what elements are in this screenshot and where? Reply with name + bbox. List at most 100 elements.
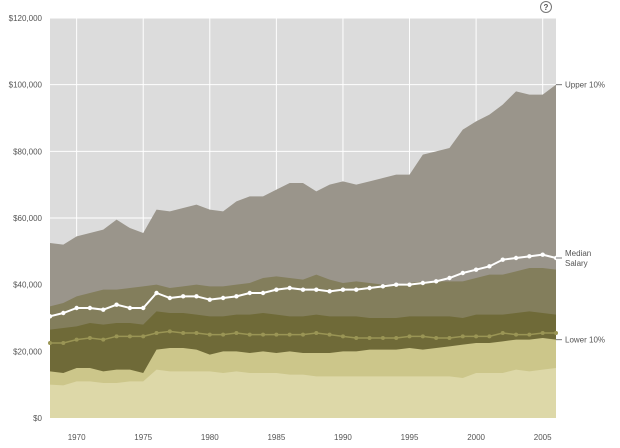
mean-trend-point [487, 334, 492, 339]
y-tick-label: $80,000 [13, 147, 42, 156]
mean-trend-point [154, 331, 159, 335]
mean-trend-point [327, 332, 332, 337]
y-axis: $0 $20,000 $40,000 $60,000 $80,000 $100,000 $1… [9, 14, 43, 423]
mean-trend-point [101, 337, 106, 342]
series-lines [47, 252, 559, 345]
median-point [380, 284, 386, 289]
mean-trend-point [367, 336, 372, 340]
mean-trend-point [500, 331, 505, 335]
mean-trend-point [447, 336, 452, 340]
mean-trend-point [181, 331, 186, 335]
median-point [300, 287, 306, 292]
median-point [527, 254, 532, 259]
median-point [447, 275, 452, 281]
median-point [194, 294, 199, 299]
x-tick-label: 1995 [401, 433, 419, 442]
mean-trend-point [474, 334, 479, 339]
median-point [167, 295, 173, 301]
median-point [340, 287, 346, 292]
mean-trend-point [540, 331, 545, 335]
series-label: Lower 10% [565, 336, 605, 345]
median-point [47, 314, 53, 319]
x-tick-label: 2005 [534, 433, 552, 442]
mean-trend-point [340, 334, 345, 339]
median-point [180, 294, 186, 299]
median-point [433, 279, 439, 284]
median-point [354, 287, 359, 292]
mean-trend-point [301, 332, 305, 337]
median-point [407, 282, 412, 287]
mean-trend-point [434, 336, 439, 340]
median-point [367, 285, 372, 291]
mean-trend-point [380, 336, 385, 340]
x-tick-label: 1985 [267, 433, 285, 442]
help-button[interactable]: ? [540, 1, 552, 13]
median-point [473, 267, 479, 272]
mean-trend-point [527, 332, 532, 337]
x-tick-label: 1990 [334, 433, 352, 442]
median-point [247, 290, 252, 296]
y-tick-label: $120,000 [9, 14, 43, 23]
x-axis: 1970 1975 1980 1985 1990 1995 2000 2005 [68, 433, 552, 442]
median-point [114, 302, 119, 307]
median-point [540, 252, 545, 257]
mean-trend-point [554, 331, 558, 335]
y-tick-label: $60,000 [13, 214, 42, 223]
y-tick-label: $40,000 [13, 281, 42, 290]
median-point [220, 295, 226, 301]
mean-trend-point [314, 331, 319, 335]
series-label: Median [565, 249, 591, 258]
median-point [207, 297, 212, 302]
mean-trend-point [74, 337, 79, 342]
median-point [500, 257, 505, 262]
band-4 [50, 368, 556, 418]
mean-trend-point [354, 336, 359, 340]
median-point [154, 290, 159, 296]
median-point [274, 287, 279, 292]
help-glyph: ? [544, 3, 549, 12]
mean-trend-point [61, 341, 66, 345]
median-point [420, 280, 426, 286]
median-point [127, 305, 133, 311]
mean-trend-point [127, 334, 132, 339]
median-point [61, 310, 66, 316]
median-point [327, 289, 332, 294]
mean-trend-point [48, 341, 52, 345]
mean-trend-point [141, 334, 146, 339]
median-point [234, 294, 239, 299]
median-point [394, 282, 399, 287]
mean-trend-point [407, 334, 412, 339]
median-point [141, 305, 146, 311]
mean-trend-point [167, 329, 172, 334]
mean-trend-point [114, 334, 119, 339]
x-tick-label: 1980 [201, 433, 219, 442]
mean-trend-point [194, 331, 199, 335]
mean-trend-point [247, 332, 252, 337]
y-tick-label: $100,000 [9, 81, 43, 90]
x-tick-label: 1970 [68, 433, 86, 442]
mean-trend-point [274, 332, 279, 337]
mean-trend-point [287, 332, 292, 337]
help-icon[interactable] [540, 1, 552, 13]
x-tick-label: 2000 [467, 433, 485, 442]
y-tick-label: $20,000 [13, 347, 42, 356]
y-tick-label: $0 [33, 414, 42, 423]
mean-trend-point [207, 332, 212, 337]
mean-trend-point [221, 332, 226, 337]
median-point [287, 285, 292, 291]
x-tick-label: 1975 [134, 433, 152, 442]
median-point [74, 305, 79, 311]
median-point [513, 255, 519, 261]
median-point [487, 264, 492, 269]
median-point [87, 305, 93, 311]
median-point [260, 290, 266, 296]
percentile-bands [50, 84, 556, 419]
mean-trend-point [87, 336, 92, 340]
median-point [314, 287, 319, 292]
mean-trend-point [261, 332, 266, 337]
mean-trend-point [234, 331, 239, 335]
median-point [460, 270, 465, 276]
mean-trend-point [460, 334, 465, 339]
